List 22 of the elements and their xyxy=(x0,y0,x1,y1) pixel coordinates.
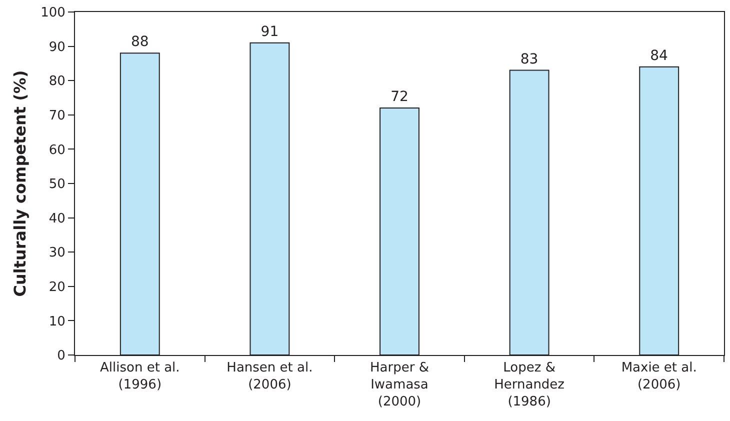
y-tick-label: 0 xyxy=(57,348,66,364)
y-tick-label: 10 xyxy=(48,314,66,330)
data-label: 88 xyxy=(130,34,149,50)
x-tick-label: Harper & Iwamasa (2000) xyxy=(370,360,429,410)
y-tick-label: 50 xyxy=(48,177,66,192)
data-label: 72 xyxy=(390,89,408,106)
y-tick-label: 70 xyxy=(48,108,66,124)
y-tick-label: 60 xyxy=(48,142,66,158)
data-label: 84 xyxy=(650,48,668,64)
data-label: 91 xyxy=(260,24,279,40)
x-tick-label: Hansen et al. (2006) xyxy=(226,360,313,392)
data-label: 83 xyxy=(520,51,538,68)
y-tick-label: 100 xyxy=(40,6,66,21)
x-tick-label: Maxie et al. (2006) xyxy=(621,360,697,392)
y-axis-title: Culturally competent (%) xyxy=(10,70,30,297)
x-tick-label: Lopez & Hernandez (1986) xyxy=(494,360,565,410)
y-tick-label: 20 xyxy=(48,280,66,295)
y-tick-label: 30 xyxy=(48,246,66,261)
y-tick-label: 90 xyxy=(48,40,66,55)
x-tick-label: Allison et al. (1996) xyxy=(100,360,180,392)
y-tick-label: 40 xyxy=(48,211,66,226)
y-tick-label: 80 xyxy=(48,74,66,90)
